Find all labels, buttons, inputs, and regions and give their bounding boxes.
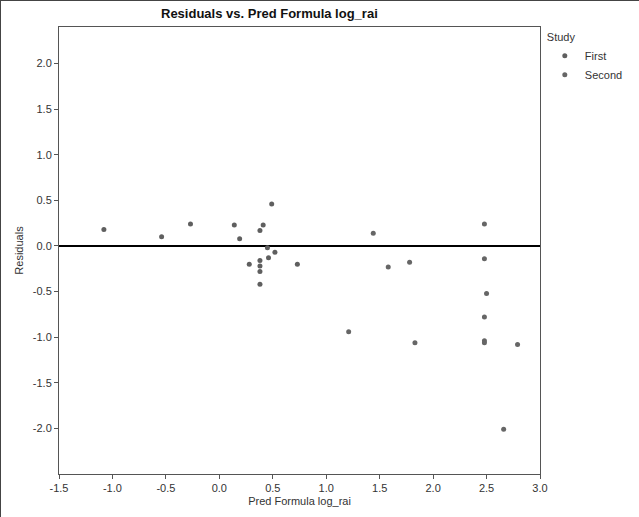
svg-text:1.0: 1.0 bbox=[319, 482, 334, 494]
svg-text:Second: Second bbox=[585, 69, 622, 81]
svg-text:1.5: 1.5 bbox=[37, 103, 52, 115]
svg-text:Residuals: Residuals bbox=[13, 226, 25, 275]
svg-text:-1.5: -1.5 bbox=[33, 377, 52, 389]
svg-text:Pred Formula log_rai: Pred Formula log_rai bbox=[248, 495, 351, 507]
svg-text:0.0: 0.0 bbox=[37, 240, 52, 252]
svg-text:0.5: 0.5 bbox=[37, 194, 52, 206]
svg-text:0.5: 0.5 bbox=[265, 482, 280, 494]
svg-text:Study: Study bbox=[547, 31, 576, 43]
svg-text:3.0: 3.0 bbox=[532, 482, 547, 494]
svg-text:0.0: 0.0 bbox=[212, 482, 227, 494]
svg-text:2.0: 2.0 bbox=[425, 482, 440, 494]
svg-text:Residuals vs. Pred Formula log: Residuals vs. Pred Formula log_rai bbox=[161, 6, 378, 21]
svg-text:-0.5: -0.5 bbox=[33, 285, 52, 297]
svg-text:1.0: 1.0 bbox=[37, 149, 52, 161]
svg-text:First: First bbox=[585, 50, 606, 62]
svg-text:2.0: 2.0 bbox=[37, 57, 52, 69]
svg-text:-1.0: -1.0 bbox=[33, 331, 52, 343]
svg-text:-1.0: -1.0 bbox=[103, 482, 122, 494]
svg-text:2.5: 2.5 bbox=[479, 482, 494, 494]
svg-text:-1.5: -1.5 bbox=[50, 482, 69, 494]
svg-text:-0.5: -0.5 bbox=[156, 482, 175, 494]
svg-text:-2.0: -2.0 bbox=[33, 422, 52, 434]
svg-text:1.5: 1.5 bbox=[372, 482, 387, 494]
